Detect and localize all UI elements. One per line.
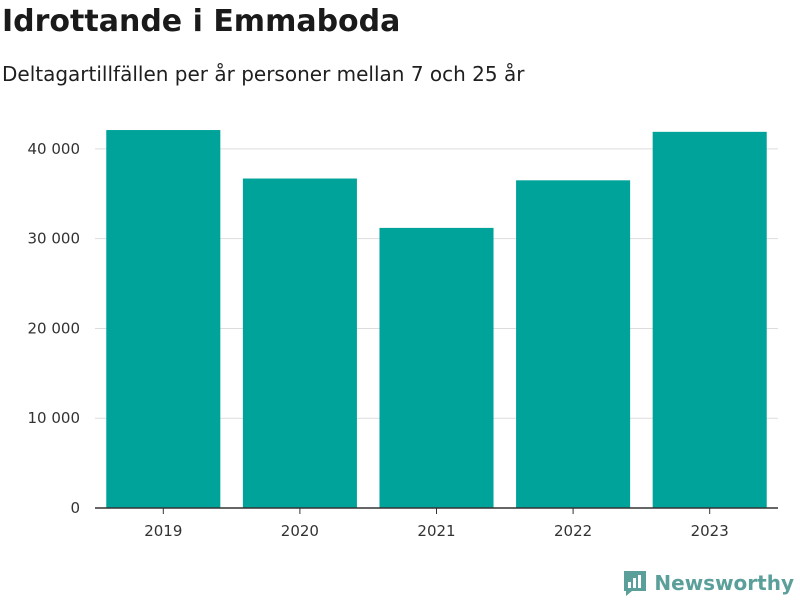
chart-title: Idrottande i Emmaboda [2, 4, 401, 39]
bar-2021 [379, 227, 494, 509]
x-tick-labels: 2019 2020 2021 2022 2023 [144, 508, 729, 540]
y-tick-label: 30 000 [28, 230, 81, 248]
x-tick-label: 2019 [144, 522, 182, 540]
x-tick-label: 2021 [417, 522, 455, 540]
newsworthy-logo-icon [624, 571, 647, 596]
chart-subtitle: Deltagartillfällen per år personer mella… [2, 62, 525, 86]
bar-2019 [106, 130, 221, 508]
brand-name: Newsworthy [654, 571, 794, 595]
y-tick-label: 10 000 [28, 409, 81, 427]
bar-2023 [652, 131, 767, 508]
y-tick-label: 0 [70, 499, 80, 517]
bars [106, 130, 767, 509]
x-tick-label: 2023 [691, 522, 729, 540]
y-tick-labels: 0 10 000 20 000 30 000 40 000 [28, 140, 81, 517]
bar-2020 [242, 178, 357, 508]
brand-logo: Newsworthy [622, 568, 794, 598]
x-tick-label: 2022 [554, 522, 592, 540]
y-tick-label: 40 000 [28, 140, 81, 158]
y-tick-label: 20 000 [28, 319, 81, 337]
bar-2022 [516, 180, 631, 509]
x-tick-label: 2020 [281, 522, 319, 540]
